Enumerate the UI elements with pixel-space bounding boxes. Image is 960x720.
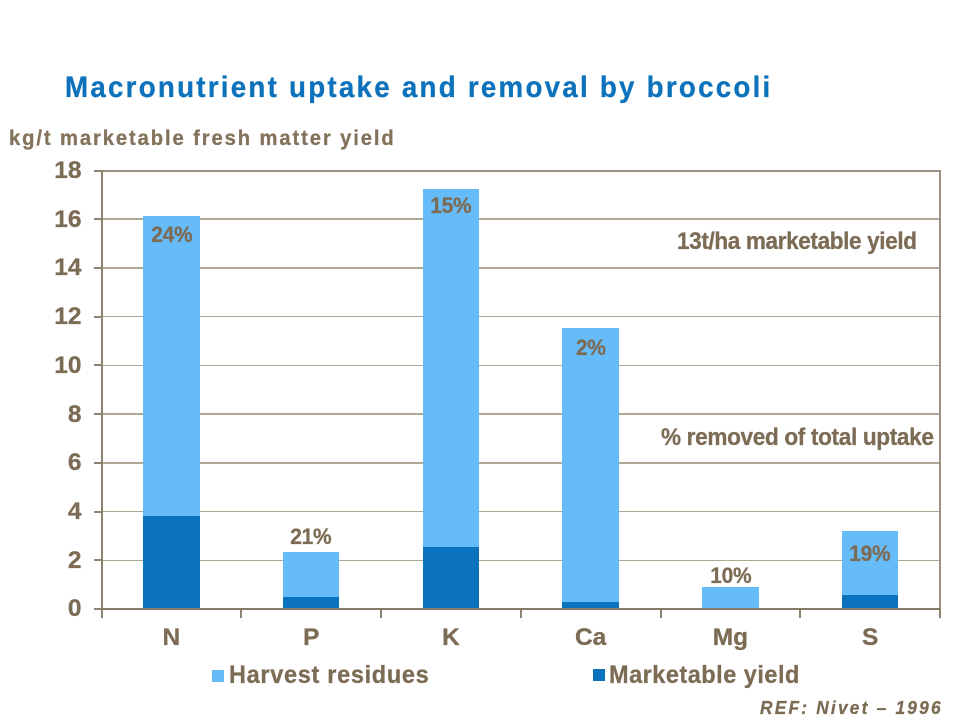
bar-label-text-N: 24% [150, 222, 193, 248]
reference-note: REF: Nivet – 1996 [759, 697, 954, 719]
x-tick-6 [939, 609, 941, 618]
annotation-removed-uptake: % removed of total uptake [661, 426, 951, 450]
y-tick-label-16: 16 [54, 205, 82, 233]
legend-label-marketable-yield-text: Marketable yield [609, 660, 800, 689]
y-axis-line [100, 169, 103, 618]
y-tick-label-0: 0 [67, 595, 82, 623]
gridline-2 [101, 559, 940, 562]
x-tick-3 [519, 609, 522, 618]
gridline-14 [101, 267, 940, 269]
y-tick-2 [93, 559, 102, 562]
bar-label-text-Mg: 10% [709, 562, 752, 588]
x-category-label-N: N [162, 624, 181, 652]
bar-label-text-S: 19% [849, 540, 891, 566]
bar-P-residues [282, 551, 340, 597]
annotation-marketable-yield: 13t/ha marketable yield [676, 228, 932, 255]
bar-K-residues [422, 188, 480, 547]
annotation-yield-text: 13t/ha marketable yield [676, 228, 917, 255]
y-tick-18 [93, 169, 102, 172]
x-tick-4 [659, 609, 662, 618]
x-category-label-S: S [861, 624, 879, 652]
legend-swatch-harvest-residues [211, 670, 225, 683]
plot-border-right [939, 169, 941, 609]
y-tick-10 [93, 364, 102, 367]
bar-Ca-residues [562, 327, 619, 603]
x-tick-5 [799, 609, 802, 618]
gridline-16 [101, 218, 940, 220]
bar-label-text-P: 21% [290, 524, 332, 550]
plot-border-top [100, 169, 941, 172]
y-tick-label-2: 2 [67, 546, 82, 574]
bar-label-P: 21% [161, 524, 461, 550]
x-tick-2 [380, 609, 382, 618]
gridline-10 [101, 364, 940, 367]
y-tick-label-6: 6 [67, 449, 82, 477]
bar-N-residues [143, 215, 200, 516]
y-tick-label-14: 14 [54, 254, 82, 282]
y-tick-14 [93, 266, 102, 269]
y-tick-6 [93, 461, 102, 464]
x-axis-line [100, 607, 941, 610]
x-tick-0 [100, 609, 103, 618]
y-tick-label-12: 12 [54, 303, 82, 331]
gridline-6 [101, 462, 940, 464]
y-axis-title-text: kg/t marketable fresh matter yield [8, 125, 396, 150]
bar-N-marketable [143, 515, 200, 609]
page-title: Macronutrient uptake and removal by broc… [65, 73, 818, 103]
bar-label-K: 15% [301, 192, 601, 218]
bar-S-residues [841, 531, 899, 596]
y-tick-label-4: 4 [67, 498, 82, 526]
y-tick-8 [93, 413, 102, 416]
gridline-12 [101, 315, 940, 318]
legend-swatch-marketable-yield [592, 668, 605, 682]
x-category-label-Ca: Ca [574, 624, 607, 652]
y-tick-12 [93, 315, 102, 318]
bar-Mg-residues [702, 587, 759, 608]
y-tick-label-10: 10 [54, 351, 82, 379]
page-title-text: Macronutrient uptake and removal by broc… [65, 71, 773, 105]
annotation-uptake-text: % removed of total uptake [661, 424, 934, 452]
legend-label-marketable-yield: Marketable yield [609, 660, 812, 689]
x-category-label-P: P [302, 624, 320, 652]
y-tick-label-8: 8 [67, 400, 82, 428]
bar-P-marketable [282, 596, 340, 609]
bar-label-Mg: 10% [580, 562, 880, 588]
reference-note-text: REF: Nivet – 1996 [759, 697, 943, 719]
y-tick-label-18: 18 [54, 156, 82, 184]
x-category-label-Mg: Mg [712, 624, 749, 652]
bar-label-text-Ca: 2% [575, 334, 606, 360]
bar-label-Ca: 2% [441, 334, 741, 360]
bar-label-S: 19% [720, 540, 960, 566]
bar-Ca-marketable [562, 602, 619, 609]
gridline-8 [101, 413, 940, 415]
gridline-4 [101, 510, 940, 513]
bar-K-marketable [422, 546, 480, 609]
x-tick-1 [240, 609, 243, 618]
bar-label-text-K: 15% [430, 192, 472, 218]
y-tick-4 [93, 510, 102, 513]
bar-S-marketable [841, 595, 899, 609]
y-tick-16 [93, 218, 102, 221]
legend-label-harvest-residues-text: Harvest residues [228, 660, 430, 689]
bar-label-N: 24% [21, 222, 321, 248]
y-axis-title: kg/t marketable fresh matter yield [8, 125, 420, 150]
x-category-label-K: K [442, 624, 460, 652]
legend-label-harvest-residues: Harvest residues [228, 660, 442, 689]
y-tick-0 [93, 608, 102, 610]
